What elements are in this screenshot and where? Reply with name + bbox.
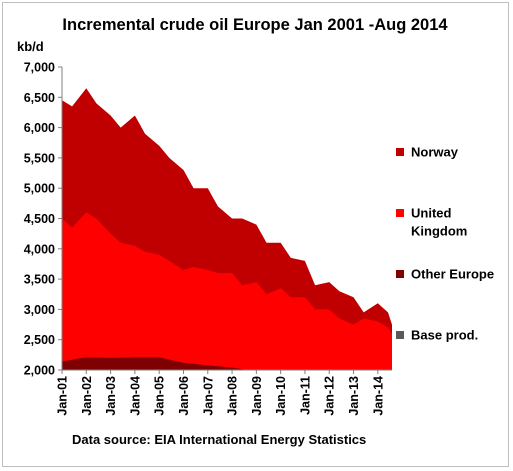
x-tick-label: Jan-08 bbox=[226, 376, 240, 416]
x-tick-label: Jan-06 bbox=[177, 376, 191, 416]
x-tick-label: Jan-02 bbox=[80, 376, 94, 416]
legend-label: Base prod. bbox=[411, 328, 478, 343]
x-tick-labels: Jan-01 Jan-02 Jan-03 Jan-04 Jan-05 Jan-06 Jan-… bbox=[56, 370, 385, 416]
legend-other-europe: Other Europe bbox=[396, 267, 494, 282]
chart-frame bbox=[2, 2, 509, 467]
legend-swatch bbox=[396, 270, 404, 278]
x-tick-label: Jan-13 bbox=[347, 376, 361, 416]
x-tick-label: Jan-03 bbox=[104, 376, 118, 416]
y-tick-label: 6,000 bbox=[24, 121, 55, 135]
x-tick-label: Jan-05 bbox=[153, 376, 167, 416]
x-tick-label: Jan-07 bbox=[201, 376, 215, 416]
x-tick-label: Jan-12 bbox=[323, 376, 337, 416]
legend-base-prod: Base prod. bbox=[396, 328, 478, 343]
chart-title: Incremental crude oil Europe Jan 2001 -A… bbox=[62, 16, 448, 34]
legend-label: United bbox=[411, 206, 452, 221]
legend-swatch bbox=[396, 148, 404, 156]
x-tick-label: Jan-10 bbox=[274, 376, 288, 416]
y-tick-label: 7,000 bbox=[24, 61, 55, 75]
data-source-caption: Data source: EIA International Energy St… bbox=[72, 432, 366, 447]
series-area-united-kingdom bbox=[62, 212, 392, 370]
legend-label: Norway bbox=[411, 145, 459, 160]
y-tick-label: 2,500 bbox=[24, 333, 55, 347]
y-tick-labels: 2,000 2,500 3,000 3,500 4,000 4,500 5,000 5,500… bbox=[24, 61, 62, 378]
y-tick-label: 2,000 bbox=[24, 364, 55, 378]
y-tick-label: 5,000 bbox=[24, 182, 55, 196]
plot-areas bbox=[62, 88, 392, 370]
x-tick-label: Jan-09 bbox=[250, 376, 264, 416]
y-tick-label: 3,000 bbox=[24, 303, 55, 317]
x-tick-label: Jan-04 bbox=[128, 376, 142, 416]
x-tick-label: Jan-01 bbox=[56, 376, 70, 416]
x-tick-label: Jan-11 bbox=[298, 376, 312, 415]
legend-swatch bbox=[396, 331, 404, 339]
x-tick-label: Jan-14 bbox=[371, 376, 385, 416]
legend-label: Kingdom bbox=[411, 224, 467, 239]
series-area-other-europe bbox=[62, 357, 392, 370]
legend-norway: Norway bbox=[396, 145, 459, 160]
y-tick-label: 5,500 bbox=[24, 151, 55, 165]
legend-swatch bbox=[396, 209, 404, 217]
legend: Norway United Kingdom Other Europe Base prod… bbox=[396, 145, 494, 343]
y-axis-unit: kb/d bbox=[17, 39, 44, 54]
legend-united-kingdom: United Kingdom bbox=[396, 206, 467, 239]
y-tick-label: 4,000 bbox=[24, 242, 55, 256]
y-tick-label: 3,500 bbox=[24, 273, 55, 287]
y-tick-label: 4,500 bbox=[24, 212, 55, 226]
y-tick-label: 6,500 bbox=[24, 91, 55, 105]
legend-label: Other Europe bbox=[411, 267, 494, 282]
